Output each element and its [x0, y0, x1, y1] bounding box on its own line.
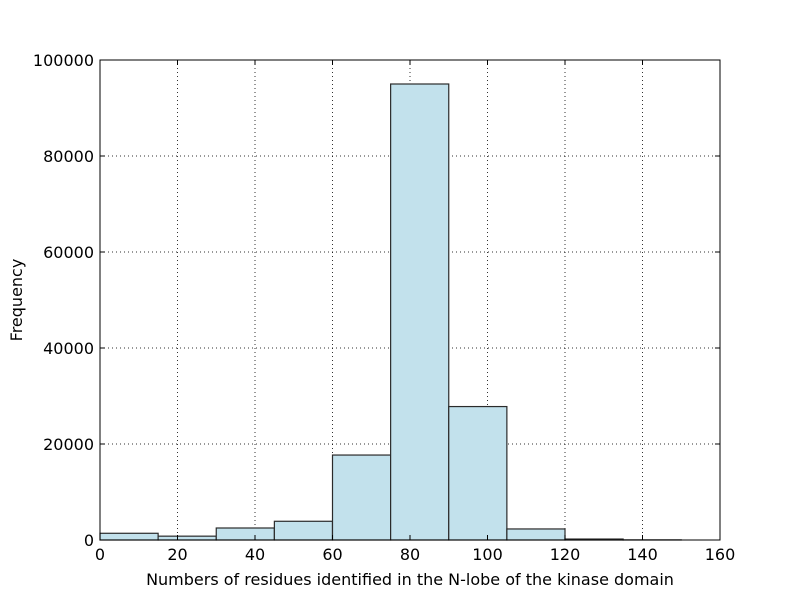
x-tick-label: 100: [472, 545, 503, 564]
y-tick-label: 40000: [43, 339, 94, 358]
histogram-bar: [273, 520, 334, 541]
x-tick-label: 20: [167, 545, 187, 564]
histogram-bar: [215, 527, 275, 541]
histogram-bar: [506, 528, 566, 541]
x-axis-label: Numbers of residues identified in the N-…: [146, 570, 674, 589]
x-tick-label: 80: [400, 545, 420, 564]
y-tick-label: 20000: [43, 435, 94, 454]
x-tick-label: 120: [550, 545, 581, 564]
x-tick-label: 160: [705, 545, 736, 564]
histogram-bars: [99, 83, 682, 541]
x-tick-label: 60: [322, 545, 342, 564]
y-tick-label: 100000: [33, 51, 94, 70]
y-tick-label: 0: [84, 531, 94, 550]
x-axis-ticks: 0 20 40 60 80 100 120 140 160: [95, 60, 735, 564]
histogram-bar: [99, 532, 159, 541]
histogram-bar: [448, 405, 508, 541]
y-axis-ticks: 0 20000 40000 60000 80000 100000: [33, 51, 720, 550]
histogram-bar: [331, 454, 392, 541]
x-tick-label: 140: [627, 545, 658, 564]
y-tick-label: 80000: [43, 147, 94, 166]
histogram-bar: [157, 535, 217, 541]
histogram-bar: [390, 83, 450, 541]
x-tick-label: 0: [95, 545, 105, 564]
x-tick-label: 40: [245, 545, 265, 564]
y-axis-label: Frequency: [7, 259, 26, 342]
y-tick-label: 60000: [43, 243, 94, 262]
